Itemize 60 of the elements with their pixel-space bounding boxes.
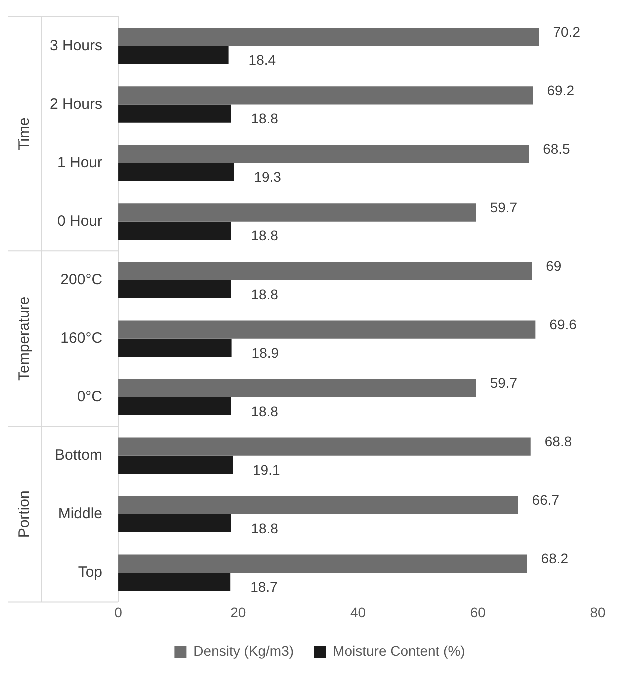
y-tick-label: 160°C [60,330,103,347]
y-tick-label: 0°C [77,388,103,406]
bar [118,163,234,182]
y-tick-label: Top [78,564,103,582]
y-tick-label: 1 Hour [57,154,103,172]
bar [118,514,232,533]
legend-label: Moisture Content (%) [333,642,466,659]
data-label: 68.2 [541,550,569,567]
x-tick-label: 80 [590,604,606,620]
bar [118,572,231,592]
bar [118,28,540,46]
data-label: 66.7 [532,492,560,508]
y-tick-label: Bottom [54,447,103,464]
data-label: 18.9 [252,344,280,361]
data-label: 69 [546,258,562,274]
bar [118,438,531,456]
x-tick-label: 60 [470,604,486,620]
text: Time [16,118,34,150]
data-label: 19.3 [254,169,282,186]
y-tick-label: Middle [58,506,103,523]
bar [118,379,476,398]
x-tick-label: 20 [230,604,246,620]
data-label: 18.7 [250,578,278,595]
bar [118,262,532,280]
bar [118,338,232,357]
bar [118,222,232,240]
data-label: 18.8 [251,110,279,127]
bar [118,397,232,416]
data-label: 18.8 [251,286,279,302]
data-label: 70.2 [553,24,581,40]
data-label: 69.6 [550,316,578,333]
y-tick-label: 200°C [60,271,103,288]
bar [118,104,232,123]
bar [118,86,534,105]
bar [118,496,518,514]
y-tick-label: 3 Hours [50,37,103,54]
data-label: 19.1 [252,462,280,478]
data-label: 69.2 [547,82,575,99]
data-label: 68.8 [544,434,572,450]
bar [118,456,233,474]
data-label: 59.7 [490,200,518,216]
bar [118,320,536,339]
data-label: 18.8 [251,228,279,244]
data-label: 18.8 [251,403,279,420]
x-tick-label: 0 [114,604,123,620]
bar [118,280,232,298]
bar [118,145,530,164]
y-tick-label: 2 Hours [50,96,103,113]
bar [118,204,476,222]
y-tick-label: 0 Hour [57,212,103,230]
data-label: 18.8 [251,520,279,536]
data-label: 68.5 [543,141,571,158]
legend-label: Density (Kg/m3) [194,642,294,659]
text: Portion [16,490,34,538]
bar [118,46,229,64]
text: Temperature [16,296,34,381]
bar [118,554,528,573]
data-label: 59.7 [490,375,518,392]
x-tick-label: 40 [350,604,366,620]
data-label: 18.4 [248,52,276,68]
